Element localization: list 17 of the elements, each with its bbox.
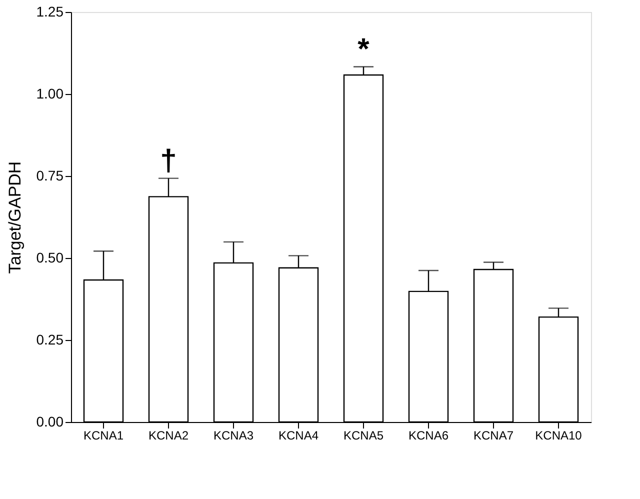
y-tick-label: 0.00 <box>36 414 64 430</box>
annotation: * <box>358 32 370 66</box>
x-tick-label: KCNA6 <box>408 428 449 442</box>
y-tick-label: 1.25 <box>36 4 64 20</box>
annotation: † <box>160 144 177 178</box>
y-tick-label: 0.75 <box>36 168 64 184</box>
x-tick-label: KCNA4 <box>278 428 319 442</box>
x-tick-label: KCNA10 <box>535 428 582 442</box>
x-tick-label: KCNA2 <box>148 428 189 442</box>
y-tick-label: 0.25 <box>36 332 64 348</box>
y-tick-label: 0.50 <box>36 250 64 266</box>
x-tick-label: KCNA5 <box>343 428 384 442</box>
y-tick-label: 1.00 <box>36 86 64 102</box>
y-axis-title: Target/GAPDH <box>5 161 24 274</box>
x-tick-label: KCNA3 <box>213 428 254 442</box>
x-tick-label: KCNA1 <box>83 428 124 442</box>
x-tick-label: KCNA7 <box>473 428 514 442</box>
